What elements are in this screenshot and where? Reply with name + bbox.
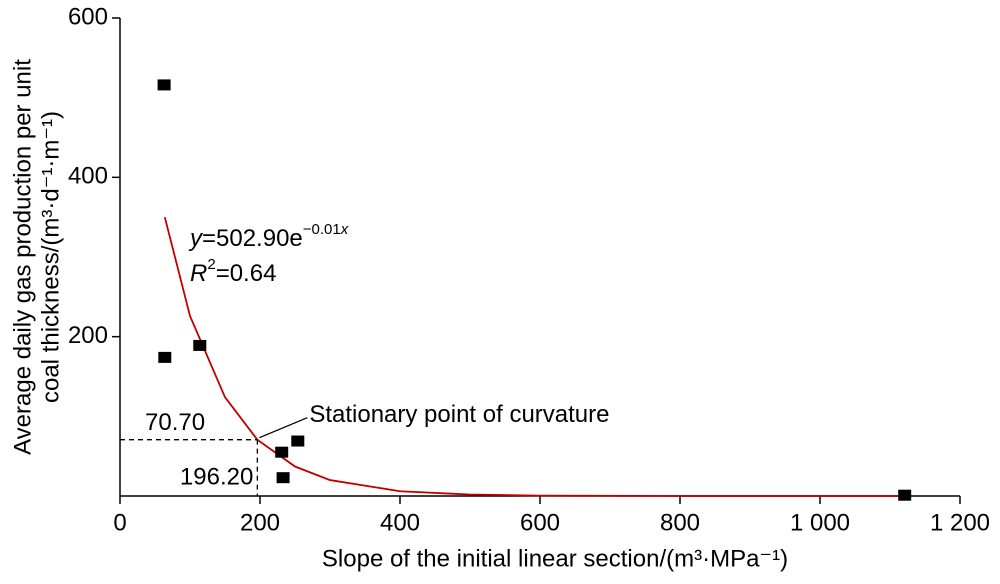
y-tick-label: 400 xyxy=(68,163,108,190)
point xyxy=(158,351,172,363)
x-tick-label: 1 200 xyxy=(930,509,990,536)
leader xyxy=(259,417,308,439)
point xyxy=(157,79,171,91)
x-axis-label: Slope of the initial linear section/(m³·… xyxy=(322,545,788,572)
y-axis-label: Average daily gas production per unit co… xyxy=(9,59,64,455)
eq-exp: −0.01 xyxy=(303,221,341,238)
x-tick-label: 0 xyxy=(113,509,126,536)
x-guide-label: 196.20 xyxy=(180,463,253,490)
r2-var: R xyxy=(190,260,207,287)
x-tick-label: 600 xyxy=(520,509,560,536)
y-axis-label-line: coal thickness/(m³·d⁻¹·m⁻¹) xyxy=(37,111,64,403)
r2-sup: 2 xyxy=(207,256,215,273)
x-tick-label: 1 000 xyxy=(790,509,850,536)
y-tick-label: 200 xyxy=(68,322,108,349)
fit-curve xyxy=(163,216,904,497)
y-guide-label: 70.70 xyxy=(145,409,205,436)
eq-exp-var: x xyxy=(340,221,349,238)
point xyxy=(291,435,305,447)
point xyxy=(276,472,290,484)
x-tick-label: 800 xyxy=(660,509,700,536)
eq-body: =502.90e xyxy=(202,225,303,252)
point xyxy=(193,339,207,351)
point xyxy=(898,489,912,501)
point xyxy=(275,446,289,458)
equation: y=502.90e−0.01x xyxy=(188,221,349,252)
eq-var: y xyxy=(188,225,204,252)
y-tick-label: 600 xyxy=(68,3,108,30)
r2-body: =0.64 xyxy=(216,260,277,287)
y-axis-label-line: Average daily gas production per unit xyxy=(9,59,36,455)
r2: R2=0.64 xyxy=(190,256,276,287)
x-tick-label: 400 xyxy=(380,509,420,536)
x-tick-label: 200 xyxy=(240,509,280,536)
annotation: Stationary point of curvature xyxy=(309,401,609,428)
